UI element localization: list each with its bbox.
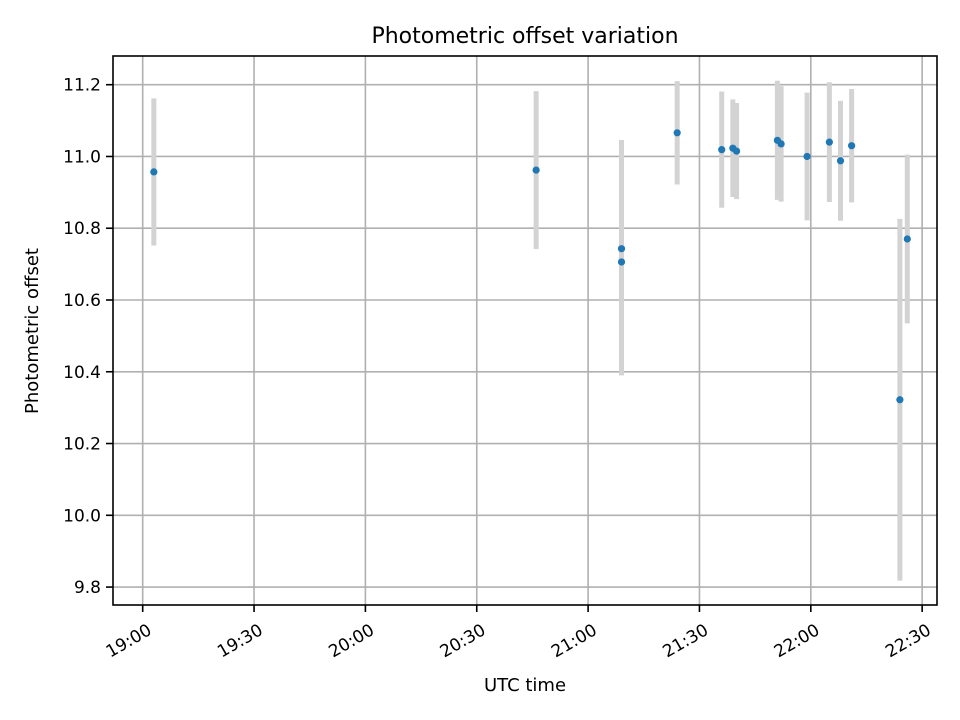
x-tick-label: 19:30 xyxy=(214,620,266,662)
data-point xyxy=(150,168,158,176)
y-tick-label: 10.6 xyxy=(63,291,101,311)
x-tick-label: 22:00 xyxy=(771,620,823,662)
data-point xyxy=(617,245,626,253)
x-tick-label: 20:30 xyxy=(437,620,489,662)
x-tick-label: 21:00 xyxy=(548,620,600,662)
y-tick-label: 10.4 xyxy=(63,363,101,383)
y-tick-label: 11.2 xyxy=(63,76,101,96)
data-point xyxy=(903,235,911,243)
x-tick-label: 22:30 xyxy=(882,620,934,662)
x-tick-label: 21:30 xyxy=(660,620,712,662)
data-point xyxy=(825,138,833,146)
y-tick-label: 10.0 xyxy=(63,506,101,526)
x-axis-ticks: 19:00 19:30 20:00 20:30 21:00 21:30 22:00 22:30 xyxy=(103,605,935,662)
data-point xyxy=(848,142,856,150)
x-axis-label: UTC time xyxy=(484,675,566,696)
grid xyxy=(113,56,937,605)
x-tick-label: 20:00 xyxy=(325,620,377,662)
data-point xyxy=(896,396,904,404)
data-point xyxy=(673,129,681,137)
data-points xyxy=(150,129,911,404)
data-point xyxy=(532,166,540,174)
plot-frame xyxy=(112,55,938,606)
chart-title: Photometric offset variation xyxy=(371,24,678,49)
data-point xyxy=(836,157,845,165)
data-point xyxy=(777,140,785,148)
y-axis-ticks: 9.8 10.0 10.2 10.4 10.6 10.8 11.0 11.2 xyxy=(63,76,113,598)
data-point xyxy=(617,258,626,266)
x-tick-label: 19:00 xyxy=(103,620,155,662)
y-tick-label: 11.0 xyxy=(63,147,101,167)
y-axis-label: Photometric offset xyxy=(22,248,43,414)
y-tick-label: 10.8 xyxy=(63,219,101,239)
y-tick-label: 10.2 xyxy=(63,435,101,455)
data-point xyxy=(718,146,726,154)
data-point xyxy=(732,147,741,155)
data-point xyxy=(803,152,811,161)
y-tick-label: 9.8 xyxy=(74,578,101,598)
